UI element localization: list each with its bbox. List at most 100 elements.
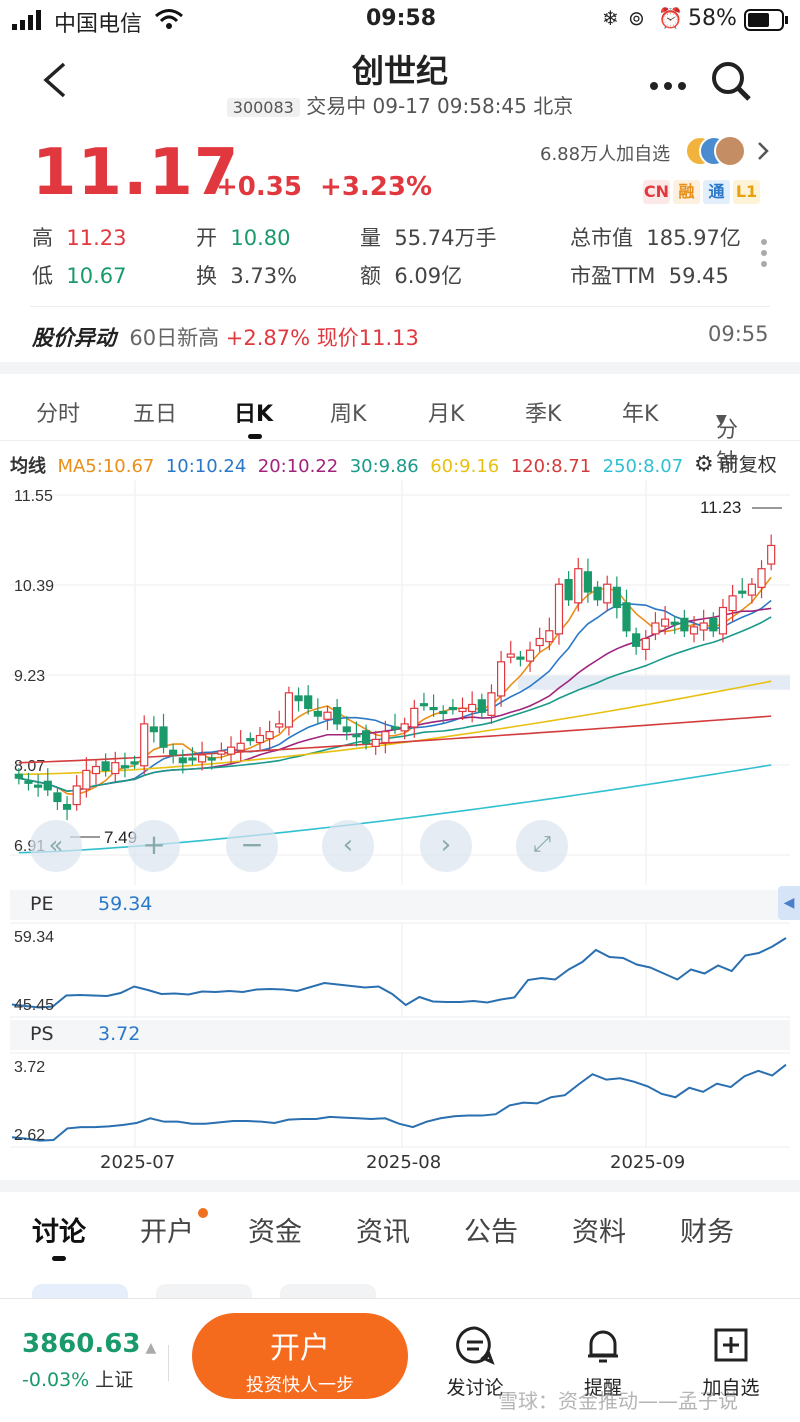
x-axis: 2025-07 2025-08 2025-09 (0, 1152, 800, 1178)
y-tick-label: 3.72 (14, 1059, 45, 1076)
alarm-icon: ⏰ (658, 6, 683, 30)
battery-pct: 58% (688, 6, 737, 31)
y-tick-label: 45.45 (14, 997, 54, 1014)
tab-discussion[interactable]: 讨论 (32, 1217, 86, 1248)
rewind-button[interactable]: « (30, 820, 82, 872)
tag-cn: CN (643, 180, 670, 204)
stat-open: 开 10.80 (196, 226, 291, 250)
tab-financials[interactable]: 财务 (680, 1217, 734, 1248)
tab-profile[interactable]: 资料 (572, 1217, 626, 1248)
price-change: +0.35 +3.23% (216, 172, 433, 202)
candle-body (429, 706, 438, 711)
index-value: 3860.63 (22, 1329, 141, 1359)
candle-body (410, 707, 419, 728)
candle-body (275, 723, 284, 728)
tab-five-day[interactable]: 五日 (133, 402, 178, 427)
add-watchlist-button[interactable]: 加自选 (696, 1325, 766, 1400)
candle-body (448, 706, 457, 711)
ma30-line (18, 616, 772, 792)
candle-body (188, 757, 197, 761)
tab-news[interactable]: 资讯 (356, 1217, 410, 1248)
adjust-setting[interactable]: ⚙ 前复权 (694, 452, 777, 477)
tab-quarterly-k[interactable]: 季K (525, 402, 562, 427)
settings-icon: ⚙ (694, 452, 714, 477)
expand-stats-icon[interactable] (760, 238, 768, 272)
scroll-left-button[interactable]: ‹ (322, 820, 374, 872)
tab-yearly-k[interactable]: 年K (622, 402, 659, 427)
candle-body (603, 583, 612, 604)
open-account-button[interactable]: 开户 投资快人一步 (192, 1313, 408, 1399)
index-ticker[interactable]: 3860.63 ▲ -0.03% 上证 (22, 1329, 156, 1392)
candle-body (265, 731, 274, 740)
candle-body (34, 784, 43, 788)
status-bar: 中国电信 09:58 ❄ ⊚ ⏰ 58% (0, 0, 800, 40)
candle-body (159, 726, 168, 748)
index-arrow-icon: ▲ (145, 1340, 157, 1356)
stat-mktcap: 总市值 185.97亿 (570, 226, 741, 250)
alert-price: 现价11.13 (316, 326, 419, 350)
zoom-in-button[interactable]: + (128, 820, 180, 872)
candle-body (545, 630, 554, 643)
remind-button[interactable]: 提醒 (568, 1325, 638, 1400)
scroll-right-button[interactable]: › (420, 820, 472, 872)
stat-high: 高 11.23 (32, 226, 127, 250)
candle-body (24, 780, 33, 784)
ma20: 20:10.22 (257, 456, 339, 477)
post-discussion-button[interactable]: 发讨论 (440, 1325, 510, 1400)
candle-body (352, 734, 361, 738)
followers-chevron-icon[interactable] (756, 140, 770, 166)
pe-header: PE 59.34 (10, 890, 790, 920)
ps-current: 3.72 (98, 1023, 141, 1045)
collapse-side-button[interactable]: ◀ (778, 886, 800, 920)
candle-body (477, 699, 486, 713)
stat-low: 低 10.67 (32, 264, 127, 288)
candle-body (632, 633, 641, 647)
candle-body (169, 749, 178, 756)
index-name: 上证 (95, 1369, 134, 1391)
candle-body (304, 695, 313, 709)
candle-body (361, 730, 371, 744)
candle-body (371, 738, 380, 747)
search-button[interactable] (710, 60, 752, 106)
candle-body (226, 746, 236, 755)
ps-line (11, 1063, 787, 1142)
more-button[interactable] (648, 76, 688, 95)
more-dots-icon (650, 82, 686, 90)
candle-body (53, 792, 62, 803)
tab-daily-k[interactable]: 日K (234, 402, 274, 427)
bottom-bar: 3860.63 ▲ -0.03% 上证 开户 投资快人一步 发讨论 提醒 加自选… (0, 1298, 800, 1422)
tab-monthly-k[interactable]: 月K (428, 402, 465, 427)
candle-body (554, 583, 564, 635)
zoom-out-button[interactable]: − (226, 820, 278, 872)
pe-chart: 59.34 45.45 (10, 922, 790, 1018)
candle-body (709, 617, 718, 632)
price-alert[interactable]: 股价异动 60日新高 +2.87% 现价11.13 (32, 322, 419, 352)
candle-body (660, 618, 670, 627)
tab-minute-line[interactable]: 分时 (36, 402, 81, 427)
candle-body (130, 761, 139, 765)
chart-controls: « + − ‹ › ⤢ (30, 820, 570, 872)
follower-avatars[interactable] (684, 134, 748, 172)
candle-body (381, 731, 390, 744)
candle-body (583, 571, 593, 593)
back-button[interactable] (38, 60, 74, 100)
tab-open-account[interactable]: 开户 (140, 1217, 194, 1248)
candle-body (217, 750, 226, 755)
add-box-icon (714, 1328, 748, 1362)
fullscreen-button[interactable]: ⤢ (516, 820, 568, 872)
tab-announcements[interactable]: 公告 (464, 1217, 518, 1248)
stat-amount: 额 6.09亿 (360, 264, 463, 288)
ma-legend: 均线 MA5:10.67 10:10.24 20:10.22 30:9.86 6… (10, 456, 684, 477)
x-tick-aug: 2025-08 (366, 1152, 442, 1173)
search-icon (712, 62, 751, 101)
candle-body (419, 703, 429, 707)
dropdown-icon: ▼ (716, 412, 727, 428)
open-account-label: 开户 (270, 1331, 330, 1366)
candle-body (458, 707, 467, 713)
tab-weekly-k[interactable]: 周K (330, 402, 367, 427)
alert-text: 60日新高 (129, 326, 220, 350)
candle-body (323, 711, 332, 720)
bell-icon (588, 1330, 618, 1363)
tab-funds[interactable]: 资金 (248, 1217, 302, 1248)
